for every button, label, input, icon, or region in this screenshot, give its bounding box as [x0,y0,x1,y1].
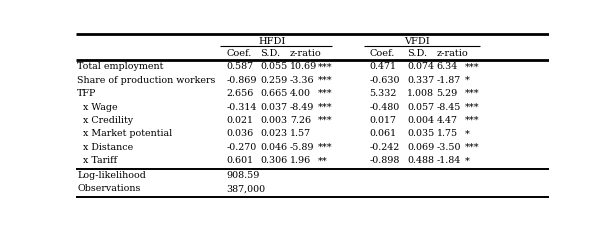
Text: 0.057: 0.057 [407,103,434,112]
Text: 10.69: 10.69 [290,62,317,71]
Text: 0.259: 0.259 [260,76,288,85]
Text: -1.84: -1.84 [437,156,461,165]
Text: ***: *** [465,62,479,71]
Text: Coef.: Coef. [370,49,395,58]
Text: S.D.: S.D. [260,49,281,58]
Text: 2.656: 2.656 [226,89,254,98]
Text: Observations: Observations [77,184,140,193]
Text: -0.242: -0.242 [370,143,400,152]
Text: -3.36: -3.36 [290,76,315,85]
Text: -5.89: -5.89 [290,143,314,152]
Text: -8.49: -8.49 [290,103,314,112]
Text: -0.898: -0.898 [370,156,400,165]
Text: -0.869: -0.869 [226,76,257,85]
Text: *: * [465,129,470,138]
Text: 0.055: 0.055 [260,62,288,71]
Text: TFP: TFP [77,89,96,98]
Text: HFDI: HFDI [259,37,286,45]
Text: 0.488: 0.488 [407,156,434,165]
Text: ***: *** [317,103,332,112]
Text: VFDI: VFDI [404,37,429,45]
Text: -0.314: -0.314 [226,103,257,112]
Text: -0.630: -0.630 [370,76,400,85]
Text: 0.035: 0.035 [407,129,434,138]
Text: ***: *** [465,103,479,112]
Text: 0.036: 0.036 [226,129,254,138]
Text: 4.47: 4.47 [437,116,458,125]
Text: ***: *** [317,89,332,98]
Text: S.D.: S.D. [407,49,427,58]
Text: 908.59: 908.59 [226,171,260,180]
Text: -1.87: -1.87 [437,76,461,85]
Text: ***: *** [317,116,332,125]
Text: 0.306: 0.306 [260,156,288,165]
Text: 7.26: 7.26 [290,116,311,125]
Text: 0.021: 0.021 [226,116,254,125]
Text: ***: *** [465,116,479,125]
Text: 0.665: 0.665 [260,89,288,98]
Text: x Market potential: x Market potential [77,129,173,138]
Text: 1.75: 1.75 [437,129,458,138]
Text: z-ratio: z-ratio [290,49,321,58]
Text: **: ** [317,156,327,165]
Text: ***: *** [317,62,332,71]
Text: ***: *** [317,143,332,152]
Text: 0.017: 0.017 [370,116,396,125]
Text: 0.069: 0.069 [407,143,434,152]
Text: 1.008: 1.008 [407,89,434,98]
Text: 5.29: 5.29 [437,89,458,98]
Text: -8.45: -8.45 [437,103,461,112]
Text: Share of production workers: Share of production workers [77,76,215,85]
Text: 0.337: 0.337 [407,76,434,85]
Text: 0.003: 0.003 [260,116,288,125]
Text: x Credility: x Credility [77,116,134,125]
Text: x Distance: x Distance [77,143,134,152]
Text: -0.270: -0.270 [226,143,257,152]
Text: 0.004: 0.004 [407,116,434,125]
Text: ***: *** [317,76,332,85]
Text: 0.046: 0.046 [260,143,288,152]
Text: 0.471: 0.471 [370,62,396,71]
Text: ***: *** [465,143,479,152]
Text: 0.037: 0.037 [260,103,288,112]
Text: ***: *** [465,89,479,98]
Text: z-ratio: z-ratio [437,49,468,58]
Text: x Wage: x Wage [77,103,118,112]
Text: Coef.: Coef. [226,49,252,58]
Text: 1.96: 1.96 [290,156,311,165]
Text: 0.061: 0.061 [370,129,396,138]
Text: -3.50: -3.50 [437,143,461,152]
Text: Log-likelihood: Log-likelihood [77,171,146,180]
Text: *: * [465,156,470,165]
Text: 6.34: 6.34 [437,62,458,71]
Text: 5.332: 5.332 [370,89,396,98]
Text: -0.480: -0.480 [370,103,400,112]
Text: 0.601: 0.601 [226,156,254,165]
Text: x Tariff: x Tariff [77,156,117,165]
Text: *: * [465,76,470,85]
Text: 387,000: 387,000 [226,184,266,193]
Text: 0.023: 0.023 [260,129,288,138]
Text: Total employment: Total employment [77,62,163,71]
Text: 4.00: 4.00 [290,89,311,98]
Text: 0.587: 0.587 [226,62,254,71]
Text: 0.074: 0.074 [407,62,434,71]
Text: 1.57: 1.57 [290,129,311,138]
